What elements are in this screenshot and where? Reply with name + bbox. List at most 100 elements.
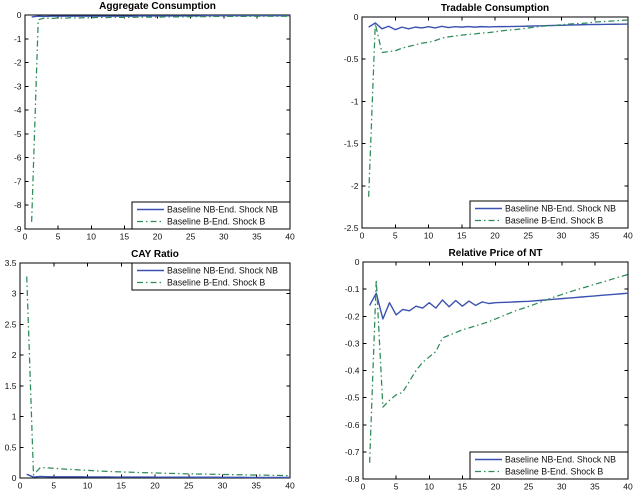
axes-box <box>361 16 629 229</box>
x-tick-label: 15 <box>457 231 467 241</box>
y-tick-label: 1.5 <box>5 381 17 391</box>
x-tick-label: 35 <box>252 232 262 242</box>
x-tick-label: 15 <box>120 232 130 242</box>
plot-canvas-3: 0 5 10 15 20 25 30 35 40 0 -0.1 -0.2 -0.3 -0.4 -0.5 -0.… <box>345 257 633 490</box>
legend-entry-label: Baseline B-End. Shock B <box>505 216 603 226</box>
legend-entry-label: Baseline B-End. Shock B <box>505 467 603 477</box>
y-tick-label: -6 <box>14 153 22 163</box>
plot-title-tradable-consumption: Tradable Consumption <box>440 3 550 14</box>
axes-box <box>19 262 291 479</box>
subplot-tradable-consumption: Tradable Consumption 0 5 10 15 20 25 30 35 40 0 -0… <box>320 0 635 245</box>
y-tick-label: -4 <box>14 105 22 115</box>
y-tick-label: 0 <box>354 12 359 22</box>
x-tick-label: 10 <box>424 231 434 241</box>
x-tick-label: 25 <box>186 232 196 242</box>
x-tick-label: 5 <box>56 232 61 242</box>
x-tick-label: 30 <box>557 231 567 241</box>
x-tick-label: 5 <box>394 482 399 490</box>
y-tick-label: -2 <box>14 58 22 68</box>
subplot-relative-price-nt: Relative Price of NT 0 5 10 15 20 25 30 35 40 0 -0… <box>320 245 635 490</box>
y-tick-label: -0.5 <box>344 54 359 64</box>
legend-entry-label: Baseline NB-End. Shock NB <box>505 455 616 465</box>
series-line-baseline-b <box>368 19 629 197</box>
y-tick-label: -2.5 <box>344 223 359 233</box>
x-tick-label: 20 <box>150 481 160 490</box>
y-tick-label: -1.5 <box>344 139 359 149</box>
y-tick-label: -9 <box>14 224 22 234</box>
x-tick-label: 5 <box>51 481 56 490</box>
legend-entry-label: Baseline B-End. Shock B <box>167 278 265 288</box>
x-tick-label: 35 <box>252 481 262 490</box>
series-line-baseline-nb <box>31 15 290 18</box>
x-tick-label: 25 <box>524 231 534 241</box>
series-line-baseline-b <box>26 276 291 477</box>
series-line-baseline-nb <box>369 292 629 320</box>
y-tick-label: 0 <box>355 257 360 267</box>
legend-entry-label: Baseline NB-End. Shock NB <box>505 204 616 214</box>
x-tick-label: 15 <box>458 482 468 490</box>
y-tick-label: 3.5 <box>5 258 17 268</box>
plot-title-cay-ratio: CAY Ratio <box>131 249 179 260</box>
x-tick-label: 20 <box>491 482 501 490</box>
series-line-baseline-b <box>369 273 629 463</box>
y-tick-label: -1 <box>14 34 22 44</box>
legend-entry-label: Baseline B-End. Shock B <box>167 217 265 227</box>
x-tick-label: 30 <box>218 481 228 490</box>
y-tick-label: -0.8 <box>345 474 360 484</box>
x-tick-label: 25 <box>524 482 534 490</box>
legend-box <box>469 200 629 229</box>
series-line-baseline-nb <box>26 473 290 479</box>
x-tick-label: 20 <box>490 231 500 241</box>
y-tick-label: 0 <box>12 473 17 483</box>
y-tick-label: -2 <box>351 181 359 191</box>
x-tick-label: 30 <box>557 482 567 490</box>
y-tick-label: 1 <box>12 412 17 422</box>
plot-canvas-2: 0 5 10 15 20 25 30 35 40 0 0.5 1 1.5 2 2.5 3 3.5 Baseline… <box>5 258 295 490</box>
legend-box <box>131 201 291 230</box>
y-tick-label: 0.5 <box>5 442 17 452</box>
x-tick-label: 0 <box>360 231 365 241</box>
y-tick-label: -0.7 <box>345 447 360 457</box>
y-tick-label: 2.5 <box>5 319 17 329</box>
y-tick-label: -0.6 <box>345 420 360 430</box>
x-tick-label: 40 <box>285 481 295 490</box>
axes-box <box>24 14 291 230</box>
x-tick-label: 10 <box>425 482 435 490</box>
y-tick-label: -8 <box>14 200 22 210</box>
y-tick-label: 0 <box>17 10 22 20</box>
subplot-aggregate-consumption: Aggregate Consumption 0 5 10 15 20 25 30 35 40 0-… <box>0 0 320 245</box>
x-tick-label: 0 <box>361 482 366 490</box>
x-tick-label: 40 <box>285 232 295 242</box>
y-tick-label: -3 <box>14 81 22 91</box>
x-tick-label: 0 <box>18 481 23 490</box>
legend-entry-label: Baseline NB-End. Shock NB <box>167 205 278 215</box>
plot-canvas-1: 0 5 10 15 20 25 30 35 40 0 -0.5 -1 -1.5 -2 -2.5 Baselin… <box>344 12 633 241</box>
x-tick-label: 35 <box>590 231 600 241</box>
y-tick-label: -7 <box>14 176 22 186</box>
subplot-cay-ratio: CAY Ratio 0 5 10 15 20 25 30 35 40 0 0.5 1 1.5 2 2.5 3 3… <box>0 245 320 490</box>
y-tick-label: -0.5 <box>345 393 360 403</box>
y-tick-label: -0.1 <box>345 284 360 294</box>
y-tick-label: -1 <box>351 96 359 106</box>
y-tick-label: -0.4 <box>345 366 360 376</box>
plot-title-aggregate-consumption: Aggregate Consumption <box>99 1 216 12</box>
x-tick-label: 5 <box>393 231 398 241</box>
y-tick-label: -0.2 <box>345 311 360 321</box>
x-tick-label: 10 <box>83 481 93 490</box>
x-tick-label: 0 <box>23 232 28 242</box>
x-tick-label: 30 <box>219 232 229 242</box>
y-tick-label: 3 <box>12 289 17 299</box>
y-tick-label: -0.3 <box>345 338 360 348</box>
x-tick-label: 40 <box>623 482 633 490</box>
series-line-baseline-nb <box>368 22 629 31</box>
x-tick-label: 20 <box>153 232 163 242</box>
series-line-baseline-b <box>31 15 290 222</box>
y-tick-label: 2 <box>12 350 17 360</box>
axes-box <box>362 261 629 480</box>
plot-canvas-0: 0 5 10 15 20 25 30 35 40 0 -1 -2 -3 -4 -5 -6 -7 -8 -9 Basel… <box>14 10 295 242</box>
x-tick-label: 15 <box>117 481 127 490</box>
x-tick-label: 10 <box>87 232 97 242</box>
x-tick-label: 25 <box>184 481 194 490</box>
legend-box <box>131 262 291 291</box>
legend-box <box>469 451 629 480</box>
